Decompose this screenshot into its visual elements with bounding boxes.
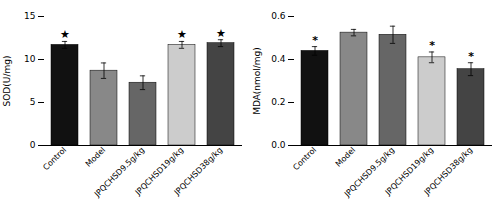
svg-text:*: * (312, 34, 318, 47)
svg-text:JPQCHSD9.5g/kg: JPQCHSD9.5g/kg (342, 145, 397, 199)
svg-text:0.6: 0.6 (271, 11, 286, 21)
svg-text:JPQCHSD19g/kg: JPQCHSD19g/kg (133, 145, 186, 197)
svg-text:5: 5 (30, 97, 36, 107)
svg-text:Control: Control (41, 145, 68, 172)
svg-text:Model: Model (334, 145, 357, 168)
svg-text:Control: Control (291, 145, 318, 172)
svg-text:JPQCHSD38g/kg: JPQCHSD38g/kg (172, 145, 224, 197)
svg-text:MDA(nmol/mg): MDA(nmol/mg) (252, 47, 262, 115)
svg-text:0.2: 0.2 (271, 97, 285, 107)
svg-text:★: ★ (216, 27, 226, 40)
svg-text:10: 10 (24, 54, 36, 64)
svg-text:Model: Model (84, 145, 107, 168)
svg-text:JPQCHSD19g/kg: JPQCHSD19g/kg (383, 145, 436, 197)
svg-text:0.0: 0.0 (271, 140, 286, 150)
svg-text:JPQCHSD38g/kg: JPQCHSD38g/kg (422, 145, 474, 197)
svg-text:★: ★ (60, 28, 70, 41)
svg-text:*: * (429, 39, 435, 52)
svg-text:*: * (468, 50, 474, 63)
svg-text:15: 15 (24, 11, 35, 21)
svg-text:SOD(U/mg): SOD(U/mg) (2, 56, 12, 107)
svg-text:0: 0 (30, 140, 36, 150)
svg-text:★: ★ (177, 28, 187, 41)
svg-text:0.4: 0.4 (271, 54, 286, 64)
svg-text:JPQCHSD9.5g/kg: JPQCHSD9.5g/kg (92, 145, 147, 199)
